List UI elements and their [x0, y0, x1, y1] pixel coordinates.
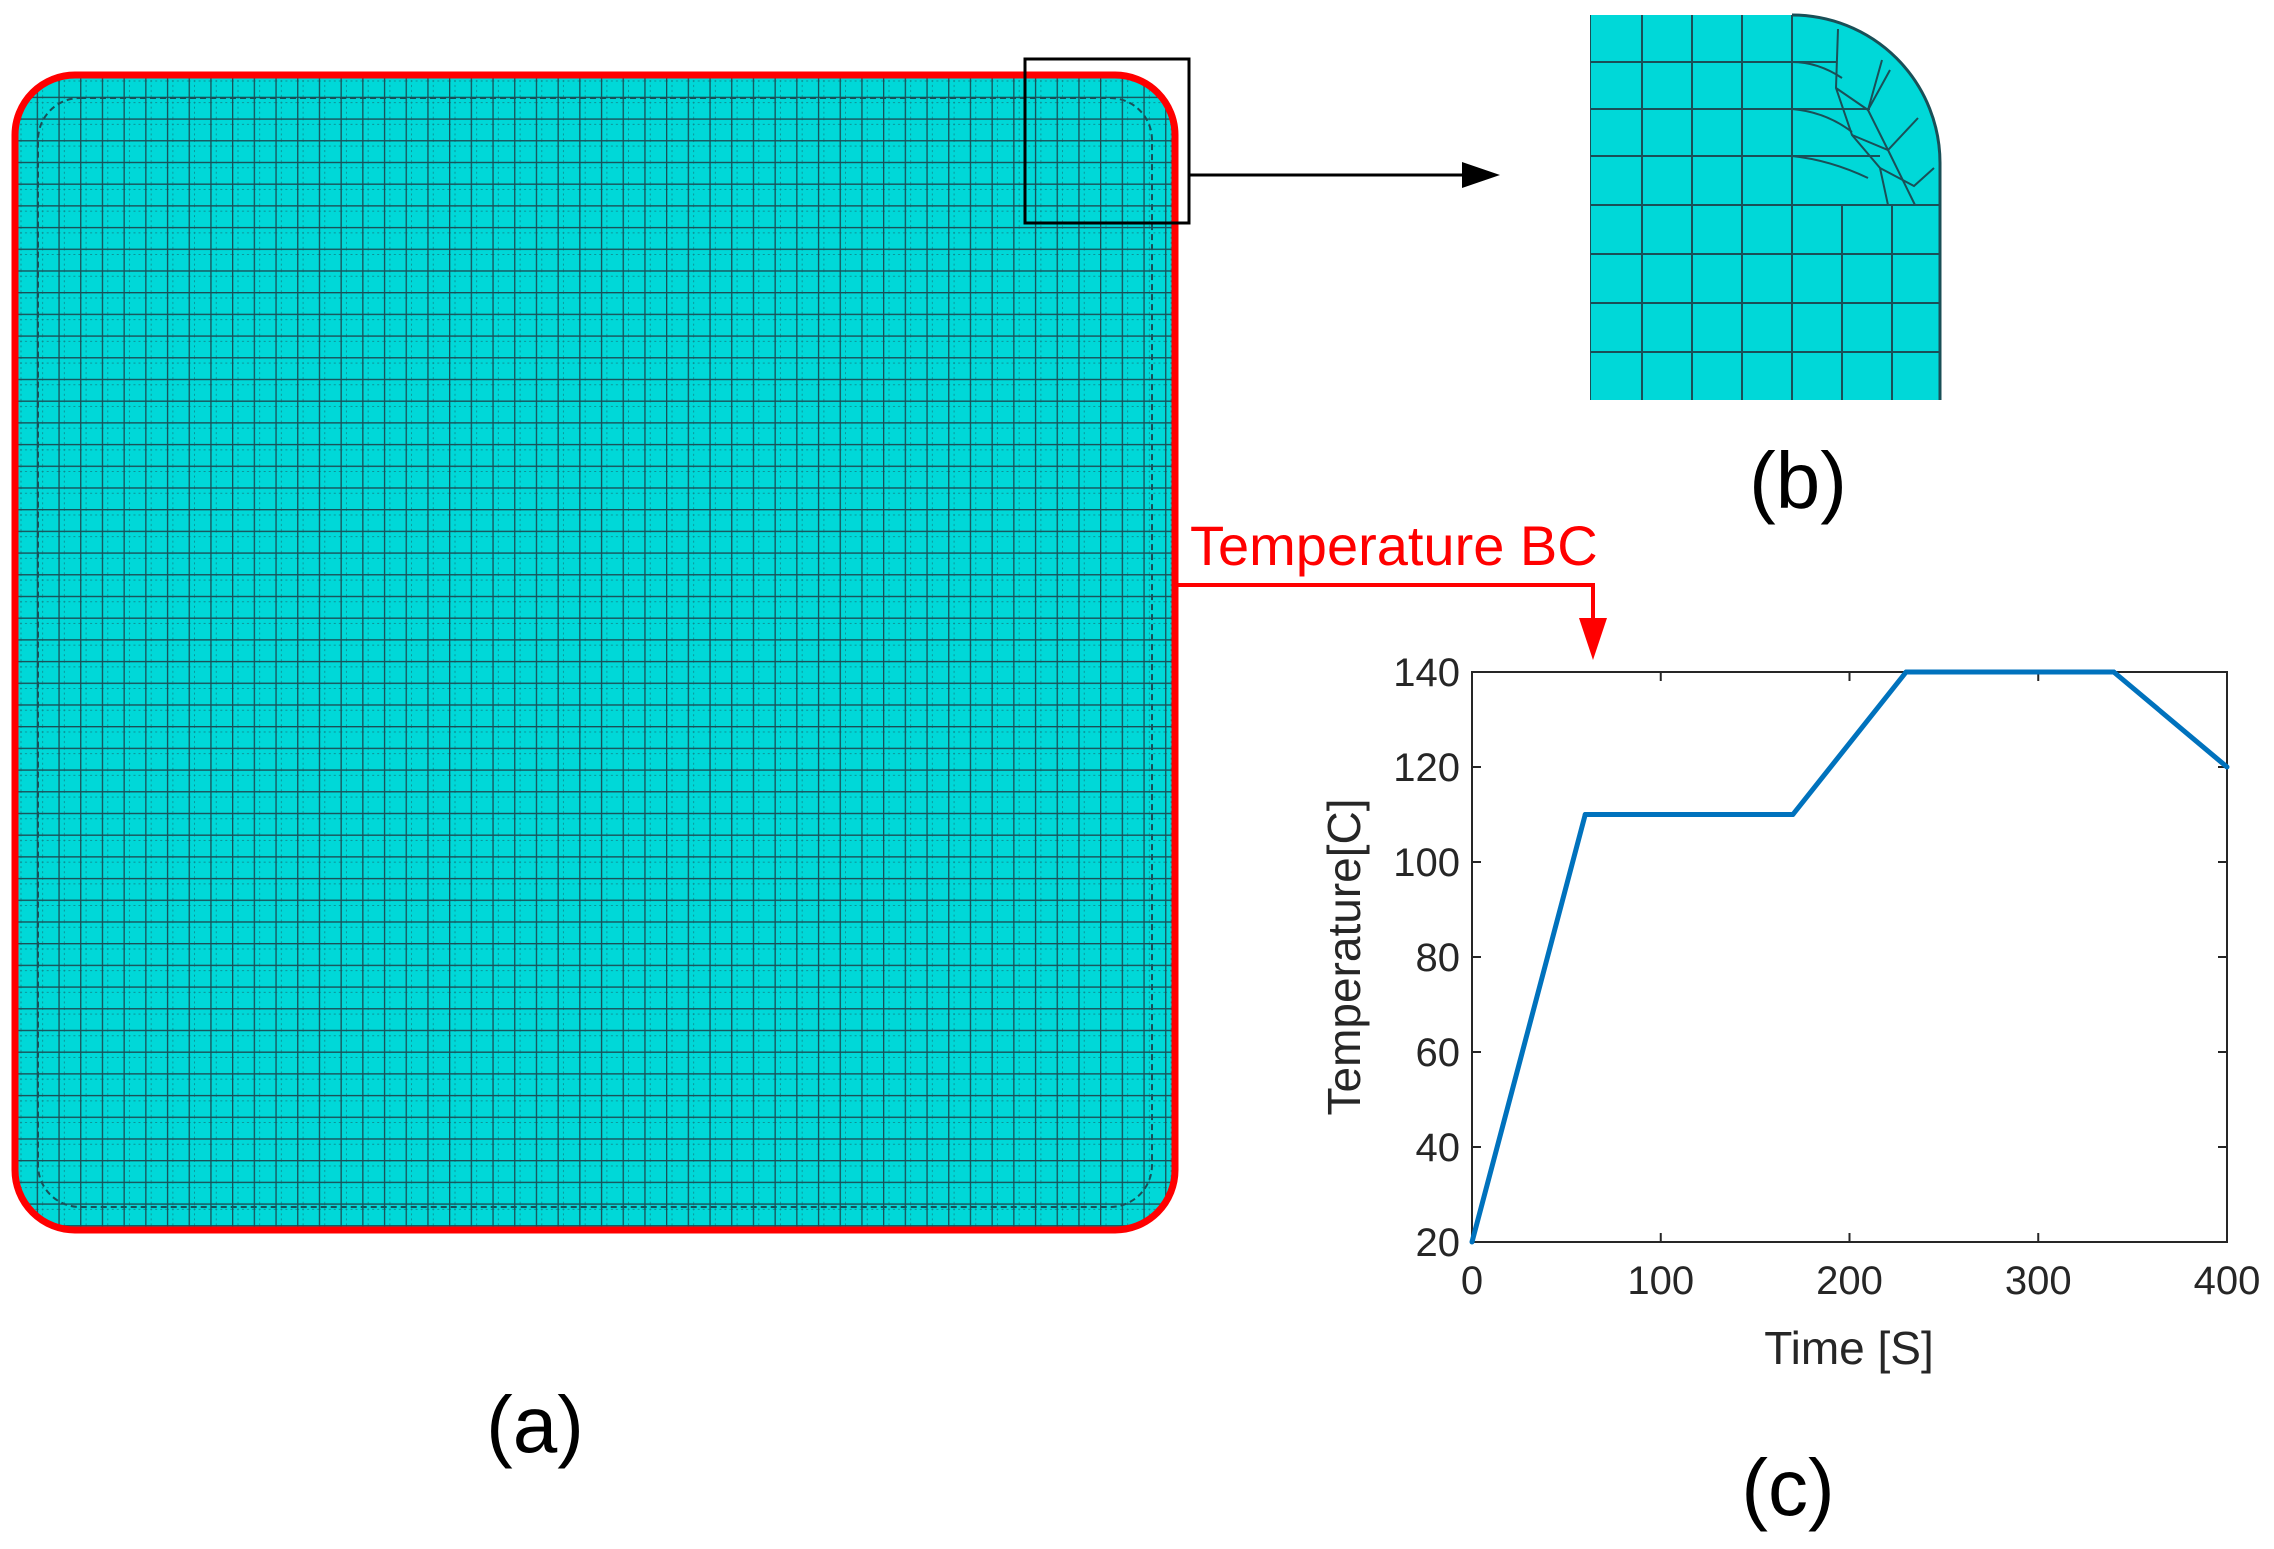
panel-label-b: (b)	[1749, 436, 1847, 525]
y-tick-label: 100	[1393, 841, 1460, 885]
zoom-mesh-grid	[1590, 15, 1940, 400]
x-axis-ticks: 0 100 200 300 400	[1461, 672, 2261, 1303]
bc-connector	[1177, 583, 1595, 620]
series-points	[1469, 669, 2230, 1245]
y-tick-label: 120	[1393, 746, 1460, 790]
x-tick-label: 200	[1816, 1259, 1883, 1303]
zoom-arrow-head	[1462, 162, 1500, 188]
y-tick-label: 40	[1416, 1126, 1461, 1170]
chart-panel-c: 20 40 60 80 100 120 140 0 100 200 300 400 Time [S]…	[1318, 651, 2260, 1532]
y-tick-label: 60	[1416, 1031, 1461, 1075]
x-tick-label: 100	[1627, 1259, 1694, 1303]
y-tick-label: 140	[1393, 651, 1460, 695]
mesh-panel-a: (a)	[11, 57, 1500, 1469]
bc-arrow-head	[1579, 618, 1607, 660]
panel-label-a: (a)	[486, 1380, 584, 1469]
x-tick-label: 0	[1461, 1259, 1483, 1303]
zoom-mesh-fill	[1590, 15, 1940, 400]
x-tick-label: 400	[2194, 1259, 2261, 1303]
inner-boundary-offset	[37, 97, 1153, 1208]
series-line-temperature	[1469, 669, 2229, 1243]
zoom-outline	[1791, 13, 1942, 400]
mesh-panel-b: (b)	[1590, 13, 1942, 525]
mesh-plate	[15, 75, 1175, 1230]
series-point	[1469, 1239, 1475, 1245]
series-point	[1903, 669, 1909, 675]
y-axis-ticks: 20 40 60 80 100 120 140	[1393, 651, 2227, 1265]
plot-area	[1471, 671, 2228, 1243]
series-point	[1582, 812, 1588, 817]
x-tick-label: 300	[2005, 1259, 2072, 1303]
series-point	[1790, 812, 1796, 817]
bc-annotation: Temperature BC	[1177, 514, 1607, 660]
y-tick-label: 20	[1416, 1221, 1461, 1265]
zoom-box	[1023, 57, 1191, 225]
y-axis-title: Temperature[C]	[1318, 798, 1370, 1115]
temperature-boundary	[11, 71, 1179, 1234]
series-point	[2111, 669, 2117, 675]
x-axis-title: Time [S]	[1764, 1322, 1934, 1374]
y-tick-label: 80	[1416, 936, 1461, 980]
series-point	[2224, 764, 2230, 770]
panel-label-c: (c)	[1741, 1443, 1834, 1532]
bc-label: Temperature BC	[1190, 514, 1598, 577]
